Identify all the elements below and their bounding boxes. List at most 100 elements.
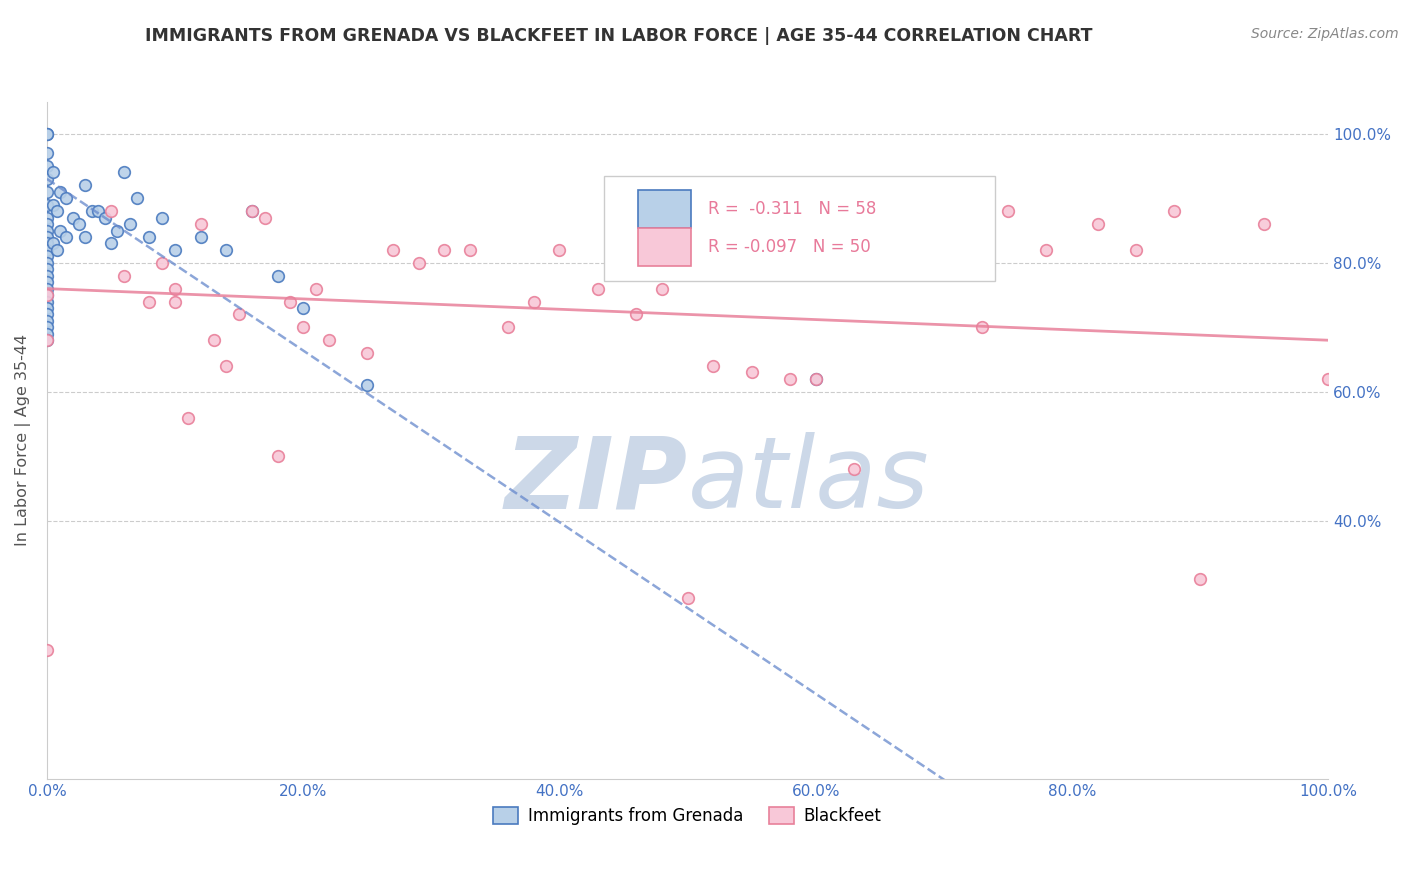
Point <box>35 314 58 328</box>
Point <box>93 211 115 225</box>
Point <box>292 320 315 334</box>
Point <box>1087 217 1109 231</box>
Point <box>240 204 263 219</box>
Point <box>138 294 160 309</box>
Point <box>35 307 58 321</box>
Point <box>215 359 238 373</box>
Legend: Immigrants from Grenada, Blackfeet: Immigrants from Grenada, Blackfeet <box>486 800 889 831</box>
Point <box>292 301 315 315</box>
Point <box>676 591 699 606</box>
Point <box>1163 204 1185 219</box>
Point <box>100 204 122 219</box>
Point <box>107 223 129 237</box>
Point <box>381 243 404 257</box>
FancyBboxPatch shape <box>637 228 692 266</box>
Point <box>318 333 340 347</box>
Point <box>35 268 58 283</box>
Point <box>35 288 58 302</box>
Point <box>165 294 187 309</box>
Point <box>35 333 58 347</box>
Point <box>190 230 212 244</box>
Point <box>35 146 58 161</box>
Point <box>932 243 955 257</box>
Point <box>779 372 801 386</box>
Point <box>599 230 621 244</box>
Point <box>35 127 58 141</box>
Point <box>253 211 276 225</box>
Point <box>75 230 97 244</box>
Point <box>35 217 58 231</box>
Point <box>35 333 58 347</box>
Point <box>702 359 724 373</box>
Point <box>215 243 238 257</box>
Point <box>42 165 65 179</box>
Point <box>62 211 84 225</box>
Point <box>112 165 135 179</box>
Point <box>202 333 225 347</box>
Point <box>1035 243 1057 257</box>
Point <box>804 372 827 386</box>
Point <box>35 127 58 141</box>
Point <box>356 378 378 392</box>
Point <box>35 643 58 657</box>
Point <box>35 243 58 257</box>
Text: IMMIGRANTS FROM GRENADA VS BLACKFEET IN LABOR FORCE | AGE 35-44 CORRELATION CHAR: IMMIGRANTS FROM GRENADA VS BLACKFEET IN … <box>145 27 1092 45</box>
Point <box>177 410 200 425</box>
Point <box>35 320 58 334</box>
Point <box>80 204 103 219</box>
Point <box>408 256 430 270</box>
Point <box>150 256 173 270</box>
Point <box>1189 572 1212 586</box>
Point <box>35 223 58 237</box>
Text: R = -0.097   N = 50: R = -0.097 N = 50 <box>709 238 870 256</box>
Point <box>35 288 58 302</box>
Text: Source: ZipAtlas.com: Source: ZipAtlas.com <box>1251 27 1399 41</box>
Point <box>496 320 519 334</box>
Point <box>433 243 456 257</box>
Text: R =  -0.311   N = 58: R = -0.311 N = 58 <box>709 200 876 218</box>
Point <box>869 256 891 270</box>
Point <box>42 198 65 212</box>
Point <box>741 366 763 380</box>
Point <box>67 217 90 231</box>
Point <box>35 262 58 277</box>
Point <box>35 282 58 296</box>
Point <box>266 450 288 464</box>
Point <box>1253 217 1275 231</box>
Point <box>35 172 58 186</box>
Point <box>165 243 187 257</box>
Point <box>35 236 58 251</box>
Point <box>42 236 65 251</box>
Point <box>523 294 546 309</box>
Point <box>138 230 160 244</box>
Point <box>997 204 1019 219</box>
Point <box>87 204 110 219</box>
Point <box>626 307 648 321</box>
Point <box>75 178 97 193</box>
Point <box>35 249 58 263</box>
Point <box>228 307 250 321</box>
Point <box>240 204 263 219</box>
Point <box>804 372 827 386</box>
Point <box>55 191 77 205</box>
Text: ZIP: ZIP <box>505 433 688 529</box>
Point <box>972 320 994 334</box>
Point <box>356 346 378 360</box>
Point <box>280 294 302 309</box>
Point <box>35 256 58 270</box>
Point <box>35 301 58 315</box>
Point <box>150 211 173 225</box>
FancyBboxPatch shape <box>637 190 692 227</box>
Point <box>35 230 58 244</box>
Y-axis label: In Labor Force | Age 35-44: In Labor Force | Age 35-44 <box>15 334 31 546</box>
Point <box>35 326 58 341</box>
Point <box>49 223 72 237</box>
Point <box>165 282 187 296</box>
Point <box>266 268 288 283</box>
Point <box>548 243 571 257</box>
Point <box>842 462 865 476</box>
Point <box>651 282 673 296</box>
Point <box>55 230 77 244</box>
Point <box>125 191 148 205</box>
Point <box>305 282 328 296</box>
